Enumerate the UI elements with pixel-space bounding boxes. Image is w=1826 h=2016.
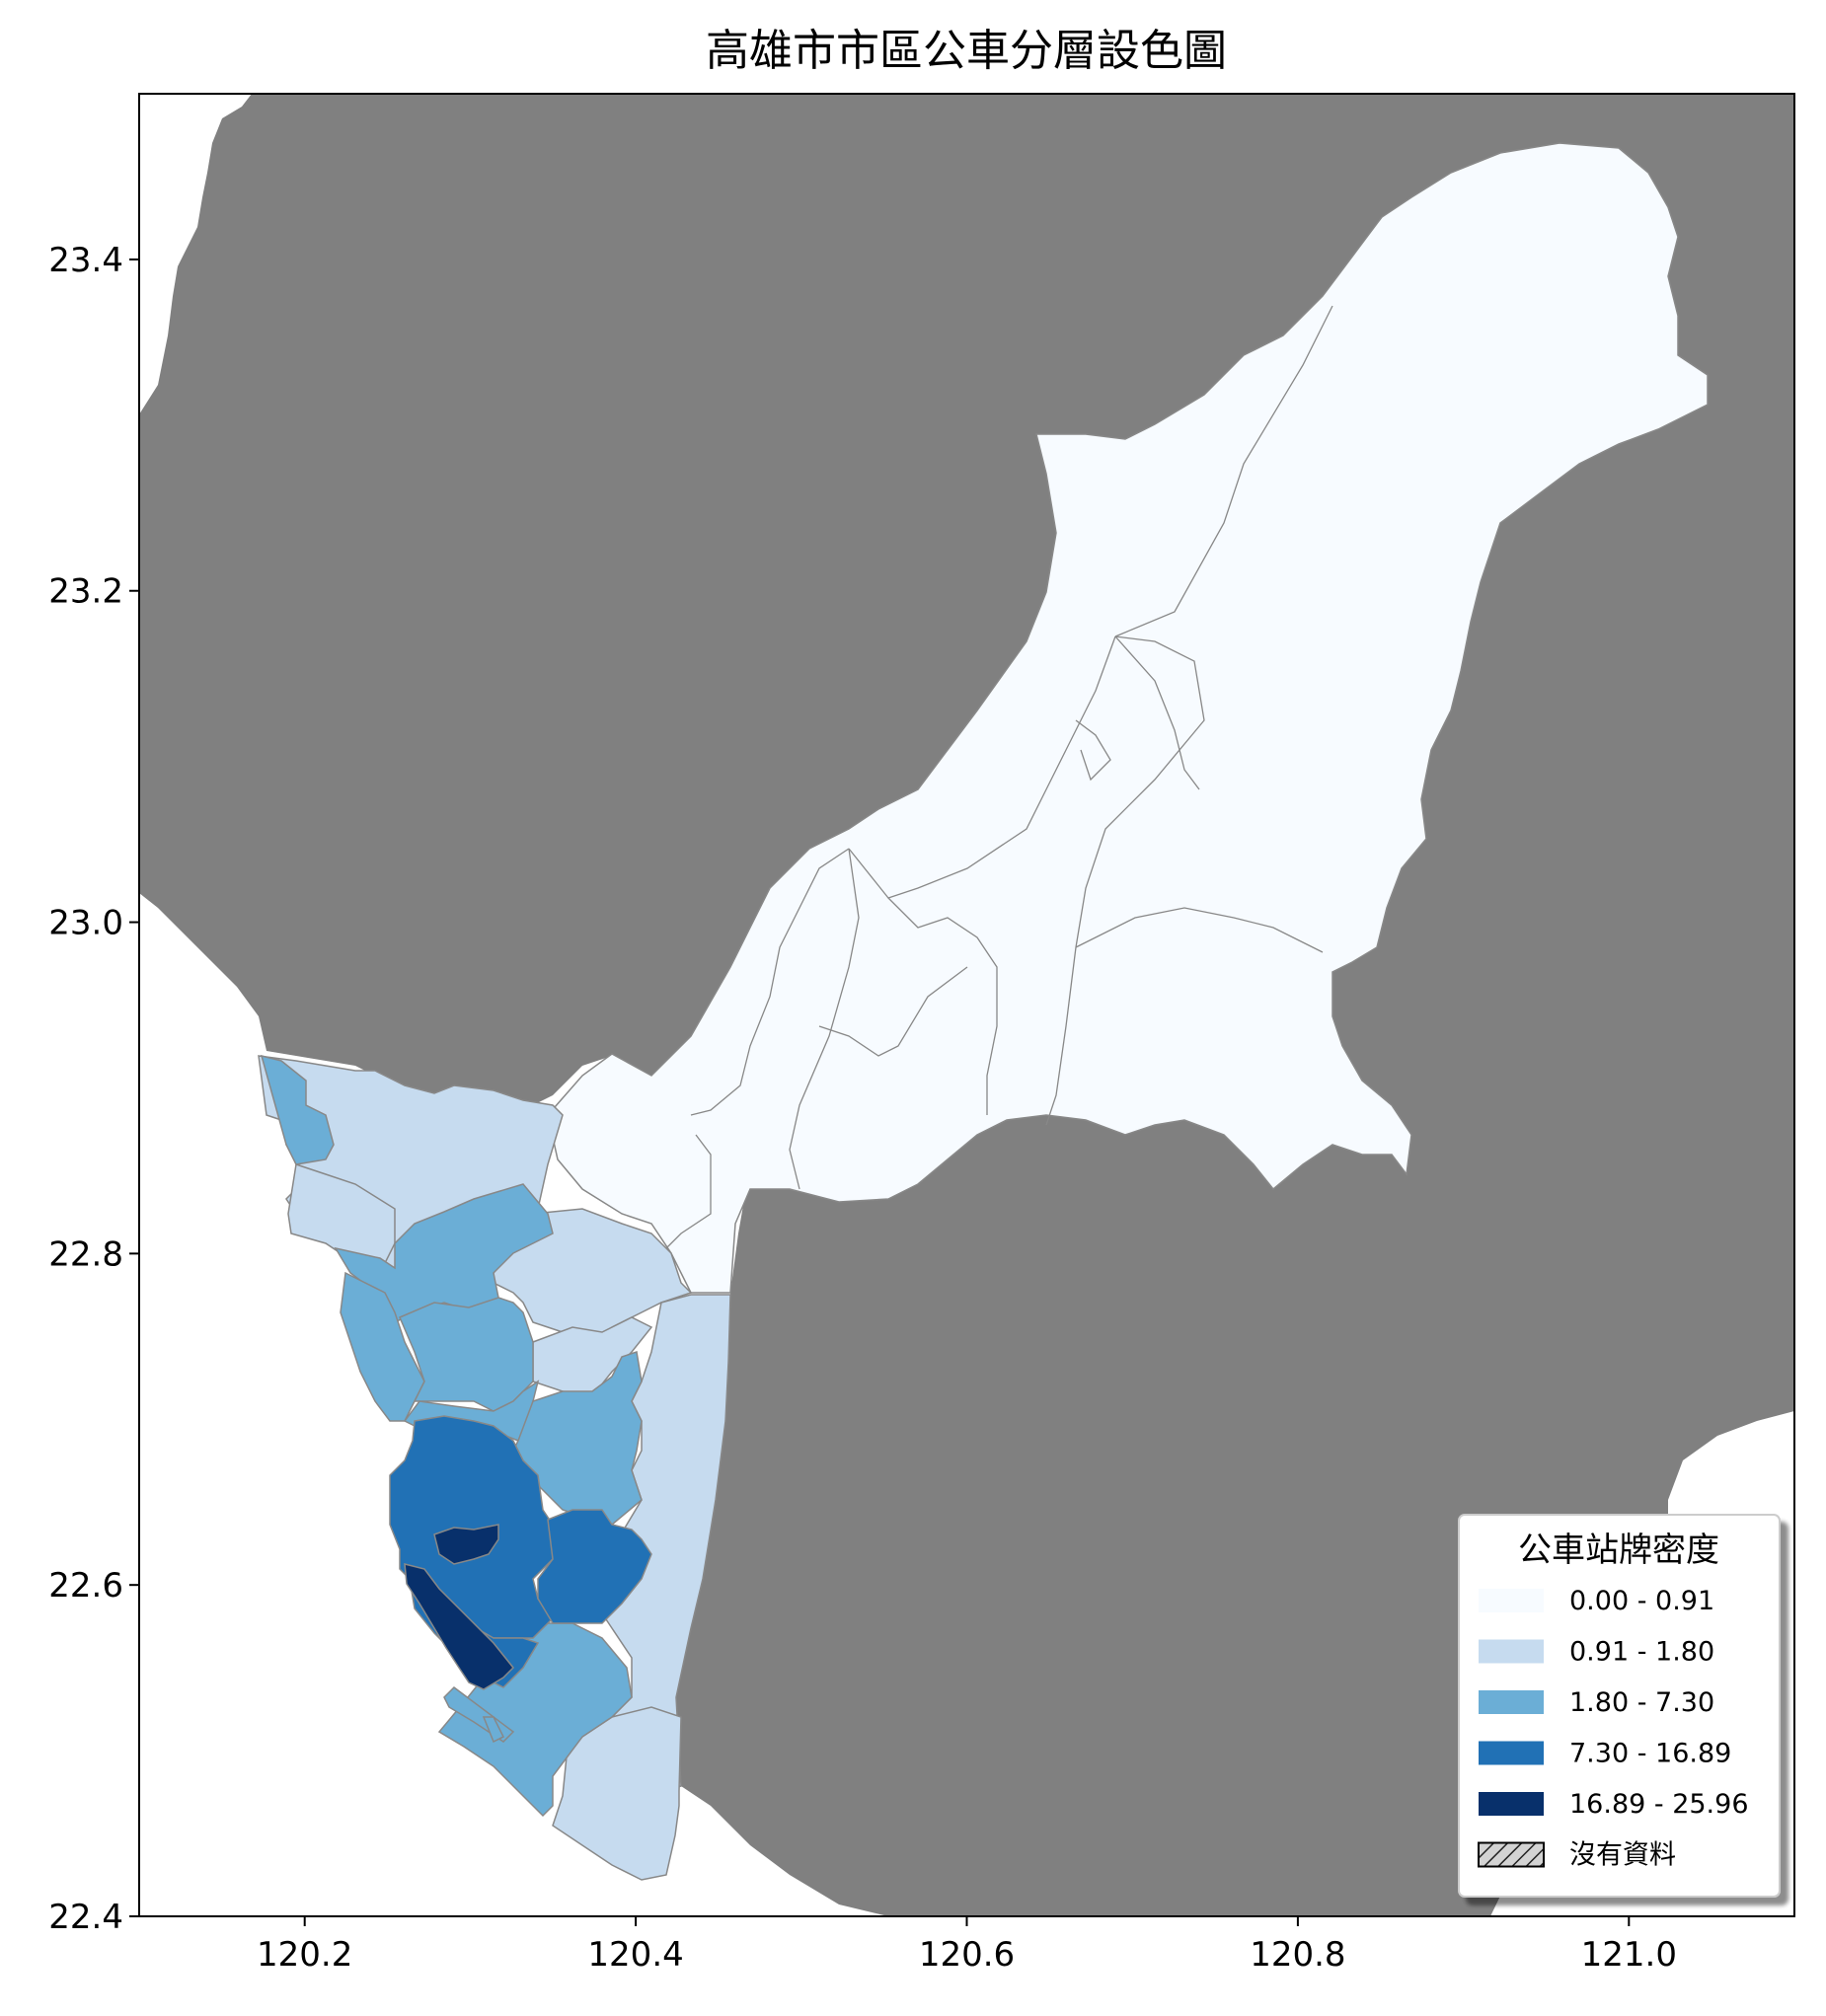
x-tick-label: 120.6	[919, 1935, 1015, 1975]
y-tick-label: 23.2	[48, 572, 123, 612]
legend-items: 0.00 - 0.91 0.91 - 1.80 1.80 - 7.30 7.30 - …	[1478, 1586, 1749, 1871]
legend-swatch	[1479, 1741, 1544, 1765]
region-west-mid	[340, 1271, 425, 1422]
no-data-patch	[482, 1716, 505, 1744]
x-tick-label: 120.2	[257, 1935, 352, 1975]
legend-swatch	[1478, 1841, 1545, 1868]
legend-swatch	[1479, 1792, 1544, 1816]
legend-swatch	[1479, 1589, 1544, 1612]
legend-title: 公車站牌密度	[1518, 1531, 1719, 1570]
x-axis-ticks: 120.2 120.4 120.6 120.8 121.0	[257, 1916, 1677, 1975]
region-northwest-strip	[260, 1054, 335, 1165]
map-area	[139, 94, 1794, 1916]
y-tick-label: 23.4	[48, 241, 123, 280]
region-south-inland	[437, 1622, 633, 1818]
region-central-north	[493, 1208, 693, 1343]
legend-label: 7.30 - 16.89	[1569, 1739, 1731, 1769]
legend-swatch	[1479, 1690, 1544, 1714]
legend-label: 0.91 - 1.80	[1569, 1637, 1714, 1668]
x-tick-label: 120.4	[587, 1935, 683, 1975]
y-tick-label: 22.6	[48, 1566, 123, 1605]
y-tick-label: 22.4	[48, 1898, 123, 1937]
legend-label: 沒有資料	[1569, 1840, 1676, 1871]
x-tick-label: 120.8	[1250, 1935, 1345, 1975]
legend-label: 16.89 - 25.96	[1569, 1789, 1749, 1820]
y-tick-label: 22.8	[48, 1234, 123, 1274]
region-urban-east	[537, 1509, 652, 1624]
legend-label: 1.80 - 7.30	[1569, 1687, 1714, 1718]
legend-label: 0.00 - 0.91	[1569, 1586, 1714, 1616]
region-core-south	[404, 1563, 515, 1690]
region-central	[532, 1316, 653, 1397]
legend-swatch	[1479, 1639, 1544, 1664]
region-center-mid	[399, 1297, 534, 1412]
region-core-north	[433, 1524, 499, 1565]
x-tick-label: 121.0	[1581, 1935, 1677, 1975]
region-inland-mid	[512, 1351, 643, 1526]
y-axis-ticks: 23.4 23.2 23.0 22.8 22.6 22.4	[48, 241, 139, 1937]
map-title: 高雄市市區公車分層設色圖	[706, 26, 1227, 76]
y-tick-label: 23.0	[48, 904, 123, 943]
region-south-coast	[552, 1706, 682, 1881]
district-boundaries	[660, 305, 1333, 1254]
